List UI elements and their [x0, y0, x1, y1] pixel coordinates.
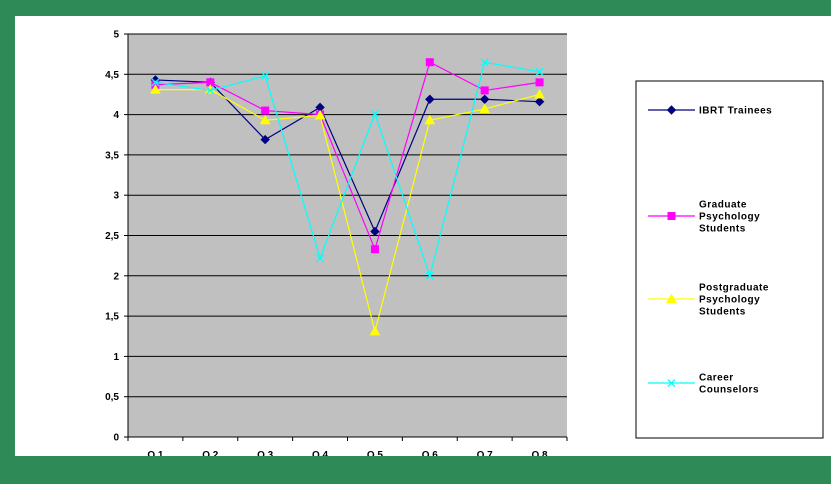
data-point: [259, 114, 271, 125]
legend-label: Psychology: [699, 295, 760, 306]
legend-label: IBRT Trainees: [699, 106, 772, 117]
legend-label: Psychology: [699, 212, 760, 223]
x-marker-stroke: [151, 78, 160, 87]
data-point: [535, 67, 544, 76]
data-point: [150, 84, 161, 94]
line-chart: 0 0,5 1 1,5 2 2,5 3 3,5 4 4,5 5 Q 1 Q 2 Q 3 Q 4 Q 5 Q 6 Q…: [105, 30, 824, 456]
y-tick-label: 1: [113, 352, 119, 363]
x-marker-stroke: [316, 254, 325, 263]
x-tick-label: Q 5: [367, 450, 384, 456]
legend-marker: [667, 212, 676, 220]
x-marker-stroke: [480, 58, 489, 67]
legend-marker: [666, 105, 677, 115]
x-tick-label: Q 6: [422, 450, 439, 456]
data-point: [535, 78, 544, 87]
x-tick-label: Q 2: [202, 450, 219, 456]
data-point: [480, 58, 489, 67]
y-tick-label: 2: [113, 271, 119, 282]
y-tick-label: 1,5: [105, 312, 119, 323]
data-point: [370, 109, 379, 118]
x-tick-label: Q 3: [257, 450, 274, 456]
series-group: [150, 58, 545, 336]
data-point: [480, 86, 489, 95]
x-marker-stroke: [535, 67, 544, 76]
data-point: [316, 254, 325, 263]
data-point: [151, 78, 160, 87]
x-marker-stroke: [425, 271, 434, 280]
legend-entry-ibrt-trainees: IBRT Trainees: [648, 105, 772, 117]
data-point: [370, 226, 380, 237]
data-point: [534, 96, 545, 107]
x-marker-stroke: [370, 109, 379, 118]
legend-marker: [666, 293, 677, 303]
y-tick-label: 4,5: [105, 70, 119, 81]
legend-label: Students: [699, 307, 746, 318]
y-tick-label: 3,5: [105, 150, 119, 161]
legend-label: Counselors: [699, 385, 759, 396]
data-point: [260, 134, 270, 145]
x-tick-label: Q 8: [532, 450, 549, 456]
data-point: [261, 71, 270, 80]
data-point: [479, 94, 490, 104]
data-point: [314, 109, 326, 120]
gridlines: [128, 33, 567, 398]
legend-label: Postgraduate: [699, 283, 769, 294]
x-marker-stroke: [667, 379, 676, 387]
legend-label: Students: [699, 224, 746, 235]
y-tick-label: 2,5: [105, 231, 119, 242]
x-marker-stroke: [261, 71, 270, 80]
legend: IBRT TraineesGraduatePsychologyStudentsP…: [635, 80, 824, 439]
axes: 0 0,5 1 1,5 2 2,5 3 3,5 4 4,5 5 Q 1 Q 2 Q 3 Q 4 Q 5 Q 6 Q…: [105, 30, 568, 456]
series-line: [155, 61, 540, 252]
y-tick-label: 0: [113, 433, 119, 444]
x-tick-label: Q 7: [477, 450, 494, 456]
data-point: [369, 325, 381, 336]
data-point: [206, 86, 215, 95]
series-postgraduate-psychology-students: [150, 84, 545, 336]
y-tick-label: 3: [113, 191, 119, 202]
y-tick-label: 4: [113, 110, 119, 121]
series-line: [155, 89, 540, 332]
x-tick-label: Q 4: [312, 450, 329, 456]
data-point: [425, 271, 434, 280]
chart-frame: 0 0,5 1 1,5 2 2,5 3 3,5 4 4,5 5 Q 1 Q 2 Q 3 Q 4 Q 5 Q 6 Q…: [15, 16, 831, 456]
x-marker-stroke: [206, 86, 215, 95]
series-line: [155, 61, 540, 278]
data-point: [261, 106, 270, 115]
legend-box: [635, 80, 824, 439]
legend-label: Career: [699, 373, 734, 384]
data-point: [424, 114, 436, 125]
series-career-counselors: [151, 58, 544, 280]
data-point: [204, 84, 216, 94]
legend-label: Graduate: [699, 200, 747, 211]
data-point: [370, 245, 379, 254]
y-tick-label: 0,5: [105, 392, 119, 403]
data-point: [425, 94, 435, 104]
data-point: [534, 88, 545, 99]
data-point: [479, 103, 491, 113]
data-point: [425, 58, 434, 67]
x-tick-label: Q 1: [147, 450, 164, 456]
legend-marker: [667, 379, 676, 387]
y-tick-label: 5: [113, 30, 119, 41]
